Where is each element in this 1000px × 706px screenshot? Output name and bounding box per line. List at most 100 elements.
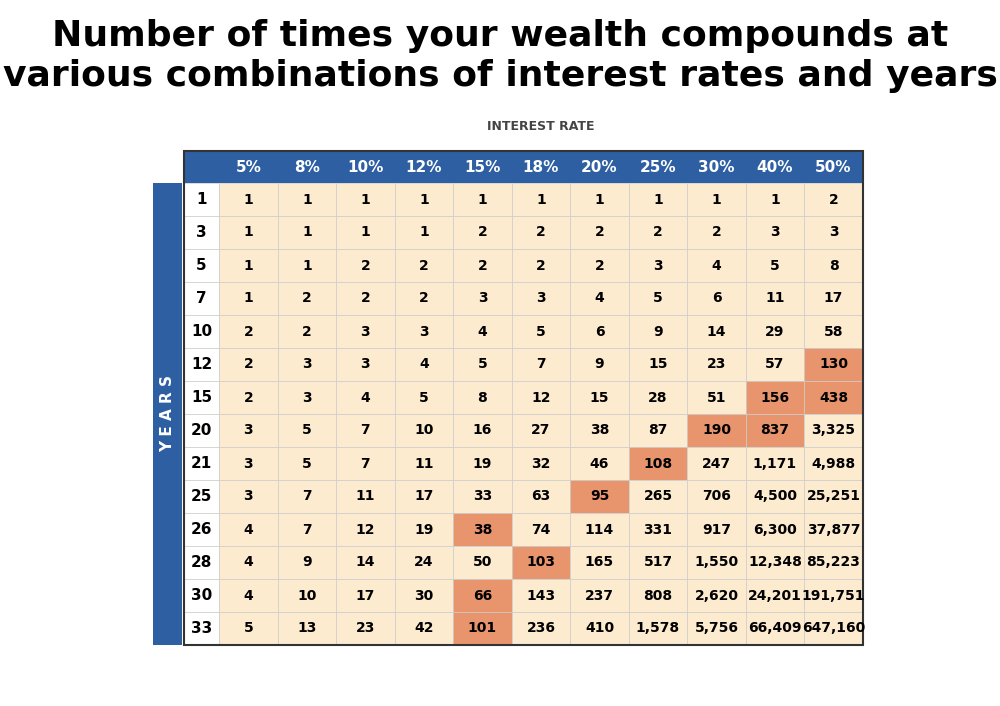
FancyBboxPatch shape [453, 183, 512, 216]
Text: 30: 30 [414, 589, 434, 602]
FancyBboxPatch shape [570, 579, 629, 612]
Text: 8%: 8% [294, 160, 320, 174]
FancyBboxPatch shape [570, 612, 629, 645]
Text: Number of times your wealth compounds at: Number of times your wealth compounds at [52, 19, 948, 53]
FancyBboxPatch shape [395, 216, 453, 249]
Text: 2: 2 [361, 292, 370, 306]
Text: 190: 190 [702, 424, 731, 438]
FancyBboxPatch shape [453, 216, 512, 249]
FancyBboxPatch shape [336, 315, 395, 348]
Text: 1: 1 [361, 225, 370, 239]
FancyBboxPatch shape [746, 348, 804, 381]
FancyBboxPatch shape [184, 315, 219, 348]
FancyBboxPatch shape [512, 183, 570, 216]
FancyBboxPatch shape [687, 348, 746, 381]
FancyBboxPatch shape [219, 249, 278, 282]
FancyBboxPatch shape [687, 381, 746, 414]
FancyBboxPatch shape [570, 249, 629, 282]
Text: 38: 38 [473, 522, 492, 537]
FancyBboxPatch shape [629, 480, 687, 513]
FancyBboxPatch shape [184, 612, 219, 645]
Text: 7: 7 [302, 522, 312, 537]
Text: 3: 3 [244, 457, 253, 470]
FancyBboxPatch shape [395, 612, 453, 645]
FancyBboxPatch shape [336, 183, 395, 216]
Text: 17: 17 [356, 589, 375, 602]
FancyBboxPatch shape [512, 612, 570, 645]
Text: 108: 108 [643, 457, 673, 470]
FancyBboxPatch shape [687, 282, 746, 315]
FancyBboxPatch shape [453, 513, 512, 546]
Text: 19: 19 [473, 457, 492, 470]
FancyBboxPatch shape [395, 579, 453, 612]
FancyBboxPatch shape [570, 414, 629, 447]
Text: 1,550: 1,550 [694, 556, 739, 570]
Text: 1: 1 [196, 192, 207, 207]
FancyBboxPatch shape [804, 282, 863, 315]
Text: 7: 7 [361, 457, 370, 470]
FancyBboxPatch shape [453, 249, 512, 282]
FancyBboxPatch shape [453, 414, 512, 447]
Text: 19: 19 [414, 522, 434, 537]
FancyBboxPatch shape [184, 513, 219, 546]
FancyBboxPatch shape [219, 579, 278, 612]
FancyBboxPatch shape [278, 579, 336, 612]
FancyBboxPatch shape [512, 348, 570, 381]
Text: 1: 1 [302, 225, 312, 239]
FancyBboxPatch shape [804, 381, 863, 414]
Text: 236: 236 [526, 621, 555, 635]
FancyBboxPatch shape [746, 381, 804, 414]
FancyBboxPatch shape [278, 414, 336, 447]
Text: 17: 17 [824, 292, 843, 306]
FancyBboxPatch shape [804, 183, 863, 216]
FancyBboxPatch shape [395, 348, 453, 381]
Text: 37,877: 37,877 [807, 522, 860, 537]
FancyBboxPatch shape [336, 546, 395, 579]
Text: 438: 438 [819, 390, 848, 405]
Text: 1,578: 1,578 [636, 621, 680, 635]
FancyBboxPatch shape [184, 480, 219, 513]
FancyBboxPatch shape [629, 414, 687, 447]
Text: 2: 2 [653, 225, 663, 239]
Text: 9: 9 [595, 357, 604, 371]
Text: 5: 5 [478, 357, 487, 371]
Text: 42: 42 [414, 621, 434, 635]
Text: 58: 58 [824, 325, 843, 338]
Text: 3: 3 [302, 357, 312, 371]
Text: 706: 706 [702, 489, 731, 503]
Text: 9: 9 [302, 556, 312, 570]
FancyBboxPatch shape [453, 546, 512, 579]
FancyBboxPatch shape [278, 216, 336, 249]
FancyBboxPatch shape [395, 315, 453, 348]
FancyBboxPatch shape [184, 546, 219, 579]
FancyBboxPatch shape [153, 183, 182, 645]
FancyBboxPatch shape [804, 216, 863, 249]
Text: 17: 17 [414, 489, 434, 503]
FancyBboxPatch shape [570, 282, 629, 315]
Text: 4: 4 [244, 522, 253, 537]
Text: 4: 4 [419, 357, 429, 371]
FancyBboxPatch shape [570, 513, 629, 546]
Text: 1: 1 [419, 193, 429, 206]
Text: 837: 837 [760, 424, 789, 438]
FancyBboxPatch shape [184, 414, 219, 447]
FancyBboxPatch shape [278, 612, 336, 645]
Text: 3: 3 [196, 225, 207, 240]
Text: 1: 1 [478, 193, 487, 206]
Text: 1: 1 [244, 193, 253, 206]
FancyBboxPatch shape [453, 612, 512, 645]
Text: 29: 29 [765, 325, 785, 338]
FancyBboxPatch shape [395, 183, 453, 216]
FancyBboxPatch shape [687, 612, 746, 645]
FancyBboxPatch shape [453, 282, 512, 315]
Text: 1: 1 [536, 193, 546, 206]
Text: 1: 1 [302, 193, 312, 206]
FancyBboxPatch shape [804, 513, 863, 546]
Text: 4: 4 [361, 390, 370, 405]
Text: 38: 38 [590, 424, 609, 438]
FancyBboxPatch shape [687, 480, 746, 513]
FancyBboxPatch shape [278, 381, 336, 414]
Text: 13: 13 [297, 621, 317, 635]
FancyBboxPatch shape [219, 381, 278, 414]
Text: 3: 3 [244, 489, 253, 503]
